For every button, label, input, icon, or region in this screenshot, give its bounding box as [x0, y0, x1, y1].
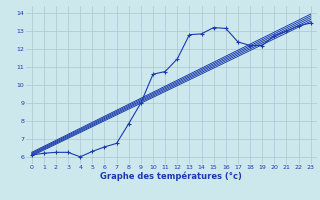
X-axis label: Graphe des températures (°c): Graphe des températures (°c): [100, 172, 242, 181]
